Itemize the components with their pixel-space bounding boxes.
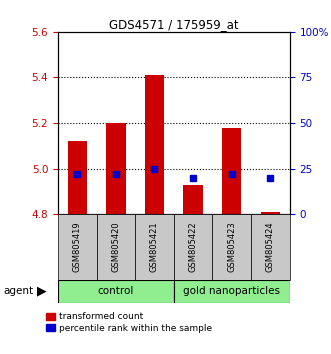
- Bar: [174, 214, 213, 280]
- Text: gold nanoparticles: gold nanoparticles: [183, 286, 280, 296]
- Text: GSM805422: GSM805422: [189, 222, 198, 272]
- Bar: [260, 212, 280, 214]
- Text: GSM805420: GSM805420: [111, 222, 120, 272]
- Text: agent: agent: [3, 286, 33, 296]
- Title: GDS4571 / 175959_at: GDS4571 / 175959_at: [109, 18, 239, 31]
- Text: GSM805423: GSM805423: [227, 222, 236, 272]
- Bar: [145, 75, 164, 214]
- Bar: [251, 214, 290, 280]
- Bar: [222, 127, 241, 214]
- Bar: [58, 214, 97, 280]
- Bar: [135, 214, 174, 280]
- Text: GSM805424: GSM805424: [266, 222, 275, 272]
- Text: GSM805419: GSM805419: [73, 222, 82, 272]
- Bar: [213, 214, 251, 280]
- Bar: [106, 123, 125, 214]
- Text: GSM805421: GSM805421: [150, 222, 159, 272]
- Bar: [58, 280, 174, 303]
- Bar: [174, 280, 290, 303]
- Bar: [97, 214, 135, 280]
- Text: control: control: [98, 286, 134, 296]
- Legend: transformed count, percentile rank within the sample: transformed count, percentile rank withi…: [46, 313, 212, 333]
- Bar: [68, 141, 87, 214]
- Bar: [183, 184, 203, 214]
- Text: ▶: ▶: [36, 285, 46, 298]
